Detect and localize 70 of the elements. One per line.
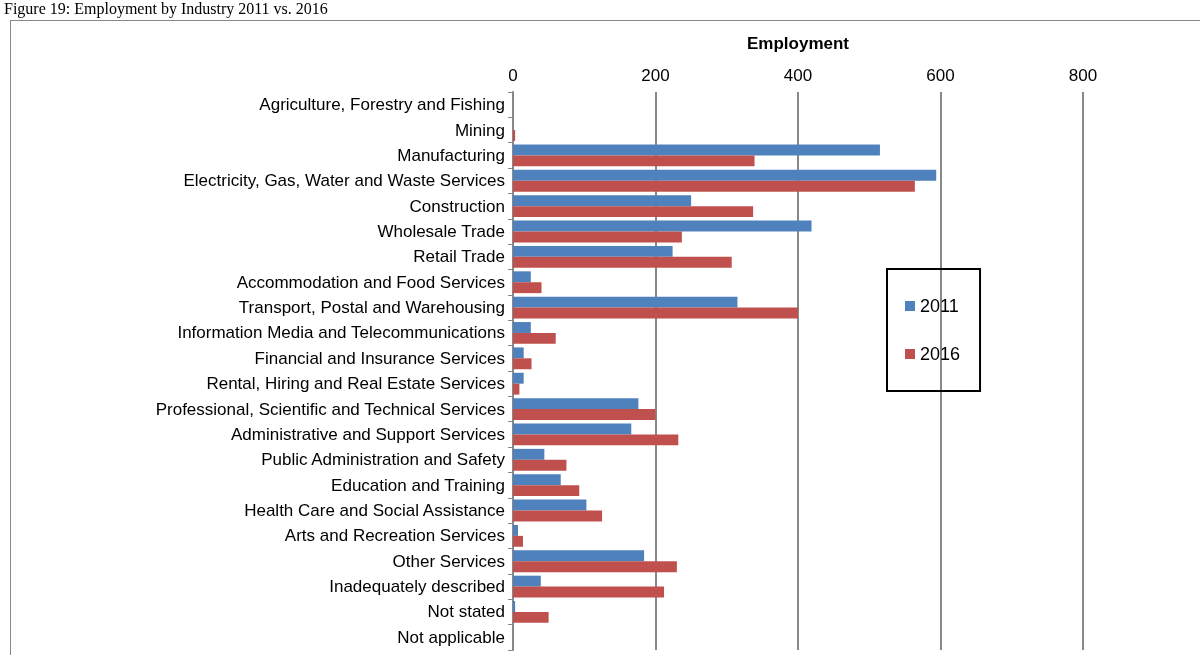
bar [513, 550, 645, 562]
bar [513, 322, 531, 333]
y-tick-label: Education and Training [331, 475, 505, 495]
x-tick-label: 200 [641, 66, 670, 85]
bar [513, 169, 937, 181]
y-tick-label: Not stated [427, 602, 505, 622]
bar [513, 459, 567, 471]
bar [513, 398, 639, 410]
y-tick-label: Rental, Hiring and Real Estate Services [206, 374, 505, 394]
bar [513, 499, 587, 511]
y-tick-label: Public Administration and Safety [261, 450, 506, 470]
bar [513, 195, 692, 207]
bar [513, 535, 523, 547]
y-tick-label: Not applicable [397, 627, 505, 647]
y-tick-label: Information Media and Telecommunications [177, 323, 505, 343]
y-tick-label: Mining [454, 120, 505, 140]
y-tick-label: Electricity, Gas, Water and Waste Services [183, 171, 505, 191]
x-axis-title: Employment [746, 34, 850, 53]
y-tick-label: Retail Trade [413, 247, 505, 267]
bar [513, 155, 755, 167]
y-tick-label: Construction [409, 196, 505, 216]
bar [513, 271, 531, 283]
y-tick-label: Wholesale Trade [377, 222, 505, 241]
bar [513, 256, 732, 268]
bar [513, 282, 542, 294]
bar [513, 448, 545, 460]
bar [513, 485, 580, 497]
text: Figure 19: Employment by Industry 2011 vs. 2016 [4, 0, 328, 18]
y-tick-label: Professional, Scientific and Technical Services [155, 399, 505, 419]
bar [513, 601, 516, 612]
legend-label: 2011 [920, 296, 959, 316]
bar [513, 130, 516, 141]
bar [513, 434, 679, 446]
bar [513, 409, 656, 420]
bar [513, 383, 520, 395]
bar [513, 423, 632, 435]
x-tick-label: 0 [508, 66, 518, 85]
bar [513, 347, 524, 359]
y-tick-label: Financial and Insurance Services [254, 348, 505, 368]
bar [513, 144, 880, 156]
y-tick-label: Inadequately described [329, 577, 505, 597]
bar [513, 206, 754, 218]
bar [513, 474, 561, 486]
bar [513, 231, 682, 243]
bar [513, 372, 524, 384]
bar [513, 358, 532, 370]
bar [513, 611, 549, 623]
bar [513, 561, 677, 573]
bar [513, 586, 665, 598]
bar [513, 220, 812, 232]
bar [513, 245, 673, 257]
y-tick-label: Transport, Postal and Warehousing [238, 298, 505, 318]
bar [513, 180, 915, 192]
y-tick-label: Agriculture, Forestry and Fishing [259, 95, 505, 115]
y-tick-label: Manufacturing [397, 145, 505, 165]
bar [513, 332, 556, 344]
y-tick-label: Health Care and Social Assistance [244, 501, 505, 520]
legend-label: 2016 [920, 344, 961, 364]
x-tick-label: 800 [1068, 66, 1098, 85]
y-tick-label: Administrative and Support Services [230, 424, 505, 444]
y-tick-label: Accommodation and Food Services [236, 272, 505, 292]
bar [513, 296, 738, 308]
x-tick-label: 600 [926, 66, 955, 85]
bar [513, 307, 798, 319]
bar [513, 510, 603, 522]
bar [513, 524, 518, 536]
y-tick-label: Other Services [392, 551, 505, 571]
y-tick-label: Arts and Recreation Services [284, 526, 505, 546]
bar [513, 575, 541, 587]
x-tick-label: 400 [783, 66, 813, 85]
